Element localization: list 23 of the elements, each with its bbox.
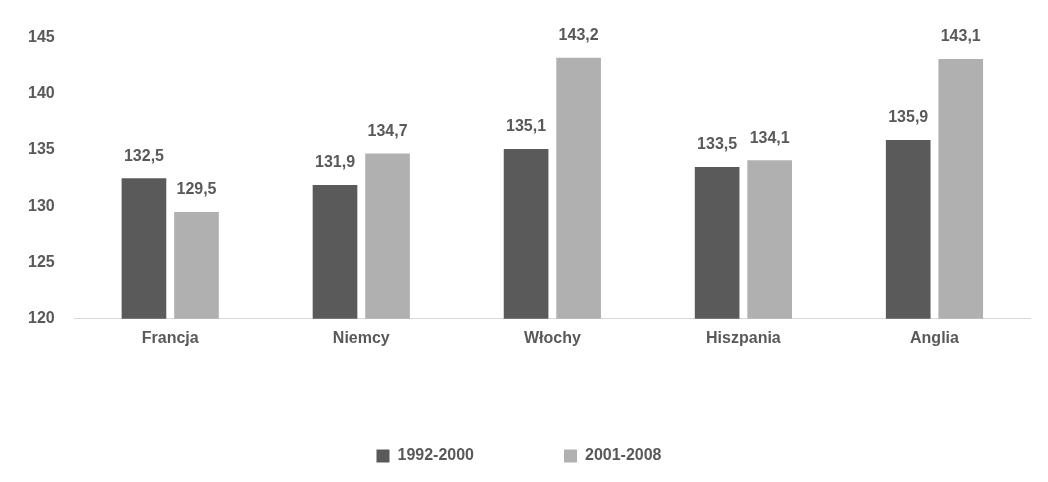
x-tick-label: Włochy xyxy=(523,328,581,346)
legend-label: 1992-2000 xyxy=(397,446,475,464)
data-label: 132,5 xyxy=(123,146,165,164)
x-tick-label: Francja xyxy=(141,328,199,346)
y-tick-label: 135 xyxy=(27,140,55,158)
data-label: 134,1 xyxy=(749,128,790,146)
x-tick-label: Hiszpania xyxy=(706,328,781,346)
data-label: 135,9 xyxy=(888,108,929,126)
y-tick-label: 140 xyxy=(27,84,55,102)
data-label: 129,5 xyxy=(176,180,217,198)
data-label: 135,1 xyxy=(506,117,547,135)
y-tick-label: 145 xyxy=(27,28,55,46)
data-label: 143,2 xyxy=(558,26,599,44)
data-label: 133,5 xyxy=(697,135,738,153)
x-tick-label: Niemcy xyxy=(332,328,390,346)
y-tick-label: 125 xyxy=(27,252,55,270)
data-label: 143,1 xyxy=(940,27,981,45)
data-label: 134,7 xyxy=(367,121,408,139)
y-tick-label: 120 xyxy=(27,309,55,327)
y-tick-label: 130 xyxy=(27,196,55,214)
legend-label: 2001-2008 xyxy=(585,446,662,464)
data-label: 131,9 xyxy=(314,153,356,171)
x-tick-label: Anglia xyxy=(910,328,960,346)
